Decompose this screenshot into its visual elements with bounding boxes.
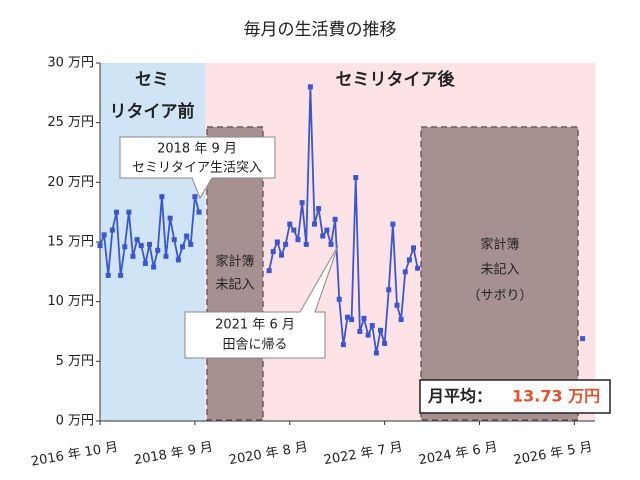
marker — [340, 342, 346, 348]
marker — [291, 227, 297, 233]
marker — [373, 350, 379, 356]
marker — [357, 329, 363, 334]
marker — [411, 245, 416, 251]
marker — [332, 216, 338, 222]
marker — [192, 194, 198, 200]
marker — [159, 194, 165, 200]
annotation: セミリタイア生活突入 — [132, 160, 262, 176]
marker — [180, 244, 185, 250]
marker — [163, 253, 169, 259]
x-tick-label: 2026 年 5 月 — [513, 440, 594, 469]
gap-label: 未記入 — [480, 262, 519, 278]
marker — [130, 253, 136, 259]
marker — [122, 244, 128, 250]
region-label: セミリタイア後 — [336, 69, 456, 90]
marker — [279, 252, 284, 258]
marker — [155, 247, 161, 253]
marker — [382, 340, 388, 346]
y-tick-label: 20 万円 — [47, 175, 94, 190]
marker — [580, 336, 586, 342]
marker — [167, 215, 173, 221]
marker — [312, 221, 317, 227]
marker — [390, 221, 396, 227]
x-tick-label: 2018 年 9 月 — [133, 440, 214, 469]
y-tick-label: 5 万円 — [56, 354, 94, 369]
marker — [386, 287, 392, 293]
marker — [134, 237, 140, 243]
marker — [415, 265, 421, 271]
marker — [369, 323, 375, 329]
y-tick-label: 25 万円 — [47, 115, 94, 130]
average-label: 月平均： — [427, 387, 492, 406]
marker — [353, 175, 359, 181]
marker — [345, 314, 350, 320]
annotation: 田舎に帰る — [222, 337, 287, 353]
marker — [316, 206, 322, 212]
marker — [266, 268, 272, 274]
marker — [114, 209, 119, 215]
average-value: 13.73 万円 — [512, 387, 600, 406]
gap-label: 家計簿 — [215, 254, 254, 270]
marker — [196, 209, 202, 215]
annotation: 2018 年 9 月 — [157, 142, 237, 157]
y-tick-label: 10 万円 — [47, 294, 94, 309]
marker — [126, 209, 132, 215]
marker — [274, 239, 280, 245]
gap-label: 家計簿 — [480, 237, 519, 253]
y-tick-label: 30 万円 — [47, 56, 94, 71]
marker — [118, 272, 124, 278]
annotation: 2021 年 6 月 — [215, 318, 295, 333]
average-box — [419, 379, 611, 414]
marker — [109, 227, 115, 233]
region-label: リタイア前 — [110, 101, 195, 122]
marker — [394, 302, 400, 308]
gap-box — [420, 126, 579, 421]
x-tick-label: 2020 年 8 月 — [228, 440, 309, 469]
marker — [361, 315, 367, 321]
marker — [105, 272, 111, 278]
y-tick-label: 15 万円 — [47, 235, 94, 250]
marker — [349, 317, 355, 323]
chart-title: 毎月の生活費の推移 — [244, 20, 397, 40]
gap-label: 未記入 — [215, 277, 254, 293]
x-tick-label: 2022 年 7 月 — [323, 440, 404, 469]
marker — [402, 269, 408, 275]
marker — [299, 200, 305, 206]
marker — [406, 257, 412, 263]
marker — [283, 241, 289, 247]
marker — [97, 243, 103, 249]
marker — [287, 221, 293, 227]
x-tick-label: 2016 年 10 月 — [30, 440, 119, 470]
y-tick-label: 0 万円 — [56, 414, 94, 429]
marker — [336, 296, 342, 302]
marker — [378, 327, 383, 333]
marker — [398, 317, 404, 323]
callout — [119, 136, 276, 200]
x-tick-label: 2024 年 6 月 — [418, 440, 499, 469]
region-before — [100, 63, 205, 421]
marker — [188, 241, 194, 247]
marker — [295, 237, 301, 243]
gap-label: （サボり） — [467, 289, 532, 304]
marker — [365, 332, 371, 338]
marker — [142, 260, 148, 266]
marker — [151, 264, 157, 270]
marker — [328, 241, 334, 247]
marker — [303, 241, 309, 247]
region-label: セミ — [135, 70, 169, 90]
marker — [270, 249, 276, 255]
marker — [171, 237, 177, 243]
marker — [320, 233, 326, 239]
callout — [184, 245, 339, 359]
marker — [138, 243, 144, 249]
marker — [101, 232, 107, 238]
marker — [175, 257, 181, 263]
marker — [307, 84, 313, 90]
marker — [324, 227, 330, 233]
marker — [147, 241, 152, 247]
marker — [184, 233, 190, 239]
